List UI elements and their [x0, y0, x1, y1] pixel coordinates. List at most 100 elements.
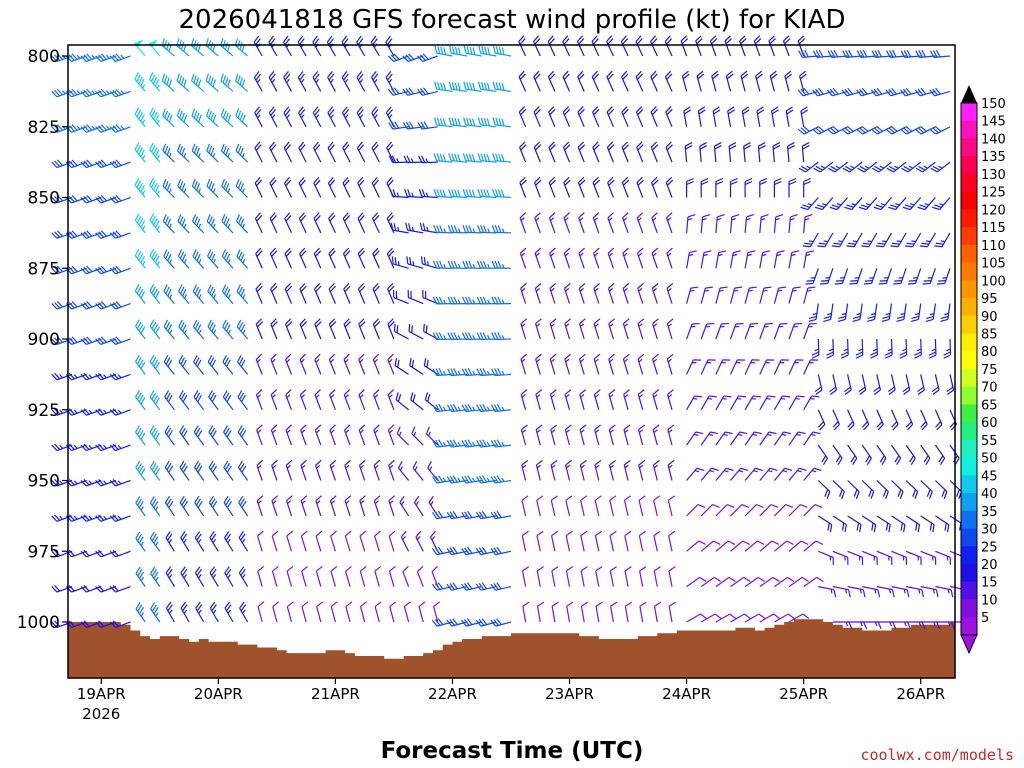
barb-full: [621, 106, 628, 113]
barb-full: [95, 90, 102, 98]
wind-barb: [177, 143, 190, 163]
wind-barb: [371, 141, 380, 163]
barb-full: [519, 212, 527, 219]
barb-full: [100, 124, 107, 131]
barb-full: [138, 324, 144, 332]
barb-full: [115, 124, 122, 131]
wind-barb: [943, 338, 952, 359]
wind-barb: [686, 286, 699, 304]
barb-full: [652, 144, 659, 151]
barb-full: [439, 118, 444, 126]
barb-full: [181, 112, 185, 121]
barb-full: [224, 357, 229, 365]
barb-staff: [301, 571, 307, 587]
barb-full: [152, 76, 158, 85]
barb-full: [196, 324, 202, 332]
barb-full: [802, 613, 810, 620]
barb-full: [744, 180, 753, 186]
barb-full: [638, 424, 645, 431]
barb-full: [929, 50, 935, 58]
wind-barb: [700, 613, 722, 623]
barb-half: [91, 90, 96, 95]
wind-barb: [431, 618, 453, 627]
barb-full: [388, 285, 395, 293]
wind-barb: [844, 374, 852, 395]
barb-half: [330, 114, 334, 119]
barb-half: [806, 289, 812, 292]
barb-full: [891, 589, 895, 598]
barb-full: [80, 232, 87, 239]
barb-full: [83, 231, 90, 238]
barb-full: [440, 46, 444, 55]
barb-full: [690, 286, 699, 289]
barb-full: [100, 88, 107, 96]
barb-full: [208, 181, 213, 189]
barb-full: [651, 38, 658, 45]
wind-barb: [852, 303, 863, 323]
barb-full: [739, 431, 748, 435]
wind-barb: [715, 250, 727, 269]
wind-barb: [194, 460, 205, 481]
barb-full: [432, 440, 438, 448]
barb-staff: [668, 606, 673, 623]
wind-barb: [759, 467, 778, 481]
colorbar-segment: [961, 581, 977, 600]
wind-barb: [832, 444, 843, 465]
barb-full: [891, 557, 893, 565]
barb-full: [162, 143, 167, 152]
barb-full: [830, 50, 836, 58]
barb-full: [639, 601, 647, 607]
wind-barb: [812, 87, 834, 97]
barb-full: [408, 223, 411, 231]
barb-full: [149, 390, 155, 398]
wind-barb: [595, 601, 603, 623]
barb-full: [906, 49, 912, 58]
barb-full: [210, 427, 216, 435]
barb-half: [271, 78, 276, 84]
barb-full: [271, 321, 278, 328]
barb-half: [142, 154, 146, 160]
barb-full: [112, 89, 119, 97]
wind-barb: [462, 260, 482, 269]
barb-full: [314, 353, 321, 360]
barb-full: [746, 214, 754, 218]
barb-half: [425, 192, 429, 197]
barb-half: [212, 609, 217, 614]
wind-barb: [433, 117, 453, 128]
barb-full: [841, 89, 848, 97]
barb-staff: [315, 571, 322, 587]
barb-full: [358, 389, 365, 396]
barb-full: [299, 179, 306, 187]
wind-barb: [300, 530, 308, 552]
wind-barb: [206, 108, 219, 128]
barb-full: [651, 73, 658, 80]
barb-half: [374, 358, 378, 363]
barb-full: [608, 144, 615, 151]
barb-full: [65, 197, 73, 204]
wind-barb: [788, 576, 809, 588]
barb-full: [149, 354, 155, 362]
barb-full: [917, 389, 925, 395]
barb-full: [788, 177, 797, 183]
barb-full: [463, 619, 470, 626]
barb-full: [208, 495, 214, 503]
barb-full: [608, 353, 615, 360]
barb-full: [68, 231, 75, 238]
barb-full: [237, 425, 243, 433]
wind-barb: [608, 459, 616, 481]
barb-full: [730, 180, 738, 186]
barb-half: [59, 409, 64, 414]
barb-half: [551, 429, 556, 434]
barb-full: [329, 179, 336, 187]
barb-full: [844, 88, 851, 96]
wind-barb: [759, 540, 780, 552]
wind-barb: [886, 161, 907, 173]
barb-full: [222, 354, 228, 363]
wind-barb: [461, 475, 482, 484]
barb-full: [607, 108, 615, 116]
barb-full: [922, 282, 931, 285]
wind-barb: [475, 618, 497, 627]
wind-barb: [871, 126, 892, 135]
wind-barb: [621, 176, 630, 198]
wind-barb: [875, 232, 893, 248]
